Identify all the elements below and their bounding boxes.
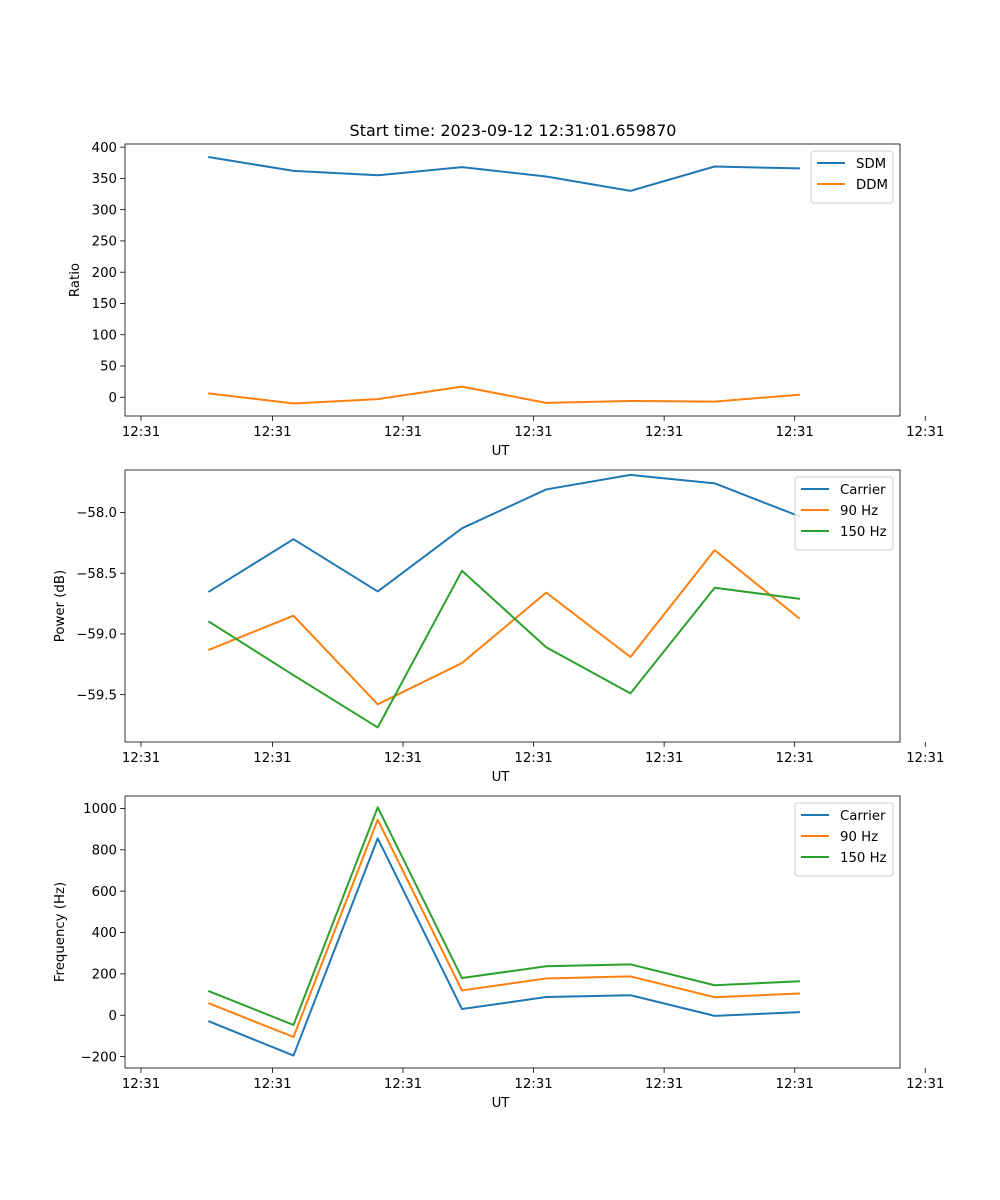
series-line-150-hz <box>207 806 800 1026</box>
legend-label: Carrier <box>840 483 886 498</box>
y-tick-label: −58.0 <box>76 506 117 521</box>
series-line-150-hz <box>207 569 801 729</box>
y-tick-label: 600 <box>92 885 117 900</box>
y-tick-label: 200 <box>92 968 117 983</box>
x-tick-label: 12:31 <box>253 1077 291 1092</box>
x-tick-label: 12:31 <box>906 425 944 440</box>
x-tick-label: 12:31 <box>514 751 552 766</box>
x-tick-label: 12:31 <box>776 425 814 440</box>
x-tick-label: 12:31 <box>645 751 683 766</box>
x-tick-label: 12:31 <box>514 1077 552 1092</box>
y-tick-label: 400 <box>92 141 117 156</box>
legend-label: 90 Hz <box>840 830 878 845</box>
x-tick-label: 12:31 <box>906 751 944 766</box>
frequency-panel: 12:31 12:31 12:31 12:31 12:31 12:31 12:31 1000 8… <box>53 795 944 1111</box>
legend: Carrier 90 Hz 150 Hz <box>794 802 894 877</box>
legend-label: SDM <box>856 157 886 172</box>
x-tick-label: 12:31 <box>776 751 814 766</box>
x-tick-label: 12:31 <box>776 1077 814 1092</box>
series-line-sdm <box>208 155 800 192</box>
series-line-carrier <box>207 473 801 593</box>
y-tick-label: 100 <box>92 328 117 343</box>
y-tick-label: 50 <box>100 360 117 375</box>
y-tick-label: −59.5 <box>76 688 117 703</box>
y-tick-label: 300 <box>92 203 117 218</box>
x-axis-label: UT <box>492 1096 511 1111</box>
series-line-carrier <box>207 837 800 1057</box>
y-tick-label: −58.5 <box>76 567 117 582</box>
axes-frame <box>124 469 901 743</box>
x-tick-label: 12:31 <box>906 1077 944 1092</box>
y-axis-label: Frequency (Hz) <box>53 882 68 982</box>
axes-frame <box>124 143 901 417</box>
series-line-ddm <box>208 385 800 405</box>
legend-label: DDM <box>856 178 888 193</box>
x-tick-label: 12:31 <box>384 751 422 766</box>
y-axis-label: Ratio <box>68 263 83 297</box>
y-tick-label: 350 <box>92 172 117 187</box>
series-line-90-hz <box>207 549 801 706</box>
x-axis-label: UT <box>492 770 511 785</box>
ratio-panel: 12:31 12:31 12:31 12:31 12:31 12:31 12:31 0 50 10… <box>68 141 944 459</box>
y-tick-label: 800 <box>92 843 117 858</box>
y-tick-label: 0 <box>109 391 117 406</box>
x-tick-label: 12:31 <box>514 425 552 440</box>
x-tick-label: 12:31 <box>122 1077 160 1092</box>
y-tick-label: 1000 <box>83 802 117 817</box>
x-tick-label: 12:31 <box>253 425 291 440</box>
legend-label: Carrier <box>840 809 886 824</box>
x-tick-label: 12:31 <box>384 425 422 440</box>
x-tick-label: 12:31 <box>253 751 291 766</box>
y-tick-label: 0 <box>109 1009 117 1024</box>
legend: SDM DDM <box>810 150 894 204</box>
x-tick-label: 12:31 <box>645 1077 683 1092</box>
power-panel: 12:31 12:31 12:31 12:31 12:31 12:31 12:31 −58.0… <box>53 469 944 785</box>
legend-label: 90 Hz <box>840 504 878 519</box>
legend: Carrier 90 Hz 150 Hz <box>794 476 894 551</box>
y-tick-label: 400 <box>92 926 117 941</box>
chart-title: Start time: 2023-09-12 12:31:01.659870 <box>350 121 677 140</box>
x-tick-label: 12:31 <box>645 425 683 440</box>
legend-label: 150 Hz <box>840 525 887 540</box>
series-line-90-hz <box>207 818 800 1038</box>
y-tick-label: 150 <box>92 297 117 312</box>
x-axis-label: UT <box>492 444 511 459</box>
x-tick-label: 12:31 <box>384 1077 422 1092</box>
y-tick-label: −59.0 <box>76 628 117 643</box>
y-tick-label: 200 <box>92 266 117 281</box>
y-axis-label: Power (dB) <box>53 570 68 642</box>
x-tick-label: 12:31 <box>122 425 160 440</box>
x-tick-label: 12:31 <box>122 751 160 766</box>
y-tick-label: 250 <box>92 235 117 250</box>
y-tick-label: −200 <box>80 1050 117 1065</box>
axes-frame <box>124 795 901 1069</box>
legend-label: 150 Hz <box>840 851 887 866</box>
